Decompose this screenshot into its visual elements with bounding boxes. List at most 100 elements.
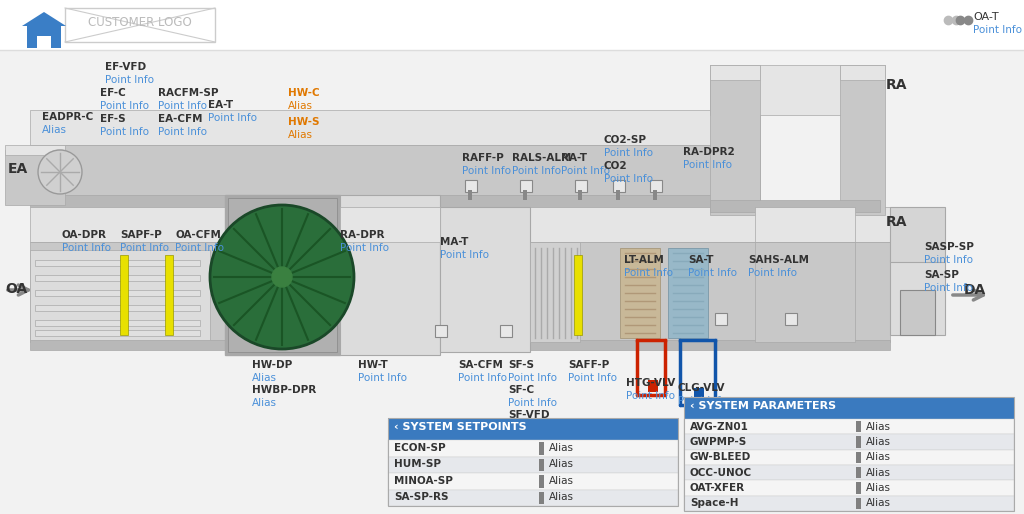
Text: Point Info: Point Info: [512, 166, 561, 176]
Bar: [574, 255, 582, 335]
Circle shape: [38, 150, 82, 194]
Circle shape: [210, 205, 354, 349]
Polygon shape: [22, 12, 66, 26]
Text: Point Info: Point Info: [748, 268, 797, 278]
Text: ECON-SP: ECON-SP: [394, 443, 445, 453]
Text: ‹ SYSTEM SETPOINTS: ‹ SYSTEM SETPOINTS: [394, 422, 526, 432]
Bar: [35, 305, 200, 311]
Bar: [840, 65, 885, 80]
Bar: [684, 495, 1014, 511]
Text: Point Info: Point Info: [924, 255, 973, 265]
Bar: [900, 290, 935, 335]
Bar: [35, 330, 200, 336]
Bar: [710, 65, 760, 80]
Bar: [435, 325, 447, 337]
Text: MA-T: MA-T: [440, 237, 468, 247]
Bar: [388, 418, 678, 440]
Text: Point Info: Point Info: [105, 75, 154, 85]
Text: Point Info: Point Info: [508, 398, 557, 408]
Text: AVG-ZN01: AVG-ZN01: [690, 422, 749, 432]
Text: Point Info: Point Info: [440, 250, 489, 260]
Text: Point Info: Point Info: [458, 373, 507, 383]
Bar: [650, 180, 662, 192]
Text: Alias: Alias: [865, 422, 891, 432]
Bar: [30, 110, 760, 145]
Text: RA: RA: [886, 215, 907, 229]
Text: EF-VFD: EF-VFD: [105, 62, 146, 72]
Bar: [653, 190, 657, 200]
Bar: [35, 260, 200, 266]
Text: DA: DA: [964, 283, 986, 297]
Text: SA-SP: SA-SP: [924, 270, 958, 280]
Bar: [710, 200, 880, 212]
Bar: [620, 248, 660, 338]
Text: Alias: Alias: [549, 492, 573, 503]
Bar: [27, 26, 61, 48]
Bar: [530, 242, 580, 342]
Bar: [165, 255, 173, 335]
Bar: [37, 36, 51, 48]
Text: RAFF-P: RAFF-P: [462, 153, 504, 163]
Bar: [668, 248, 708, 338]
Text: Point Info: Point Info: [683, 160, 732, 170]
Text: LT-ALM: LT-ALM: [624, 255, 664, 265]
Text: SA-SP-RS: SA-SP-RS: [394, 492, 449, 503]
Bar: [388, 456, 678, 473]
Text: Point Info: Point Info: [624, 268, 673, 278]
Text: Alias: Alias: [549, 460, 573, 469]
Text: Alias: Alias: [549, 443, 573, 453]
Bar: [539, 475, 544, 487]
Circle shape: [272, 267, 292, 287]
Text: Point Info: Point Info: [604, 174, 653, 184]
Bar: [575, 180, 587, 192]
Text: OCC-UNOC: OCC-UNOC: [690, 468, 752, 478]
Bar: [856, 421, 860, 432]
Bar: [684, 397, 1014, 511]
Bar: [0, 0, 1024, 50]
Bar: [684, 397, 1014, 419]
Text: RA: RA: [886, 78, 907, 92]
Text: Point Info: Point Info: [508, 423, 557, 433]
Bar: [616, 190, 620, 200]
Bar: [228, 198, 337, 352]
Text: Point Info: Point Info: [508, 373, 557, 383]
Text: OAT-XFER: OAT-XFER: [690, 483, 745, 493]
Bar: [340, 207, 440, 242]
Text: Point Info: Point Info: [604, 148, 653, 158]
Bar: [35, 290, 200, 296]
Text: Alias: Alias: [252, 398, 278, 408]
Text: CO2: CO2: [604, 161, 628, 171]
Text: Space-H: Space-H: [690, 499, 738, 508]
Text: Alias: Alias: [865, 437, 891, 447]
Bar: [710, 65, 760, 215]
Bar: [890, 260, 945, 335]
Text: RACFM-SP: RACFM-SP: [158, 88, 218, 98]
Text: Point Info: Point Info: [561, 166, 610, 176]
Text: Point Info: Point Info: [158, 101, 207, 111]
Bar: [856, 452, 860, 463]
Text: Alias: Alias: [865, 483, 891, 493]
Text: OA: OA: [5, 282, 28, 296]
Text: Point Info: Point Info: [688, 268, 737, 278]
Bar: [539, 491, 544, 504]
Text: SF-S: SF-S: [508, 360, 534, 370]
Text: OA-DPR: OA-DPR: [62, 230, 106, 240]
Text: EA-CFM: EA-CFM: [158, 114, 203, 124]
Text: Alias: Alias: [865, 468, 891, 478]
Text: Alias: Alias: [865, 452, 891, 463]
Text: Alias: Alias: [549, 476, 573, 486]
Bar: [388, 473, 678, 489]
Bar: [684, 419, 1014, 434]
Text: Alias: Alias: [42, 125, 67, 135]
Bar: [785, 313, 797, 325]
Bar: [30, 340, 890, 350]
Bar: [684, 434, 1014, 450]
Bar: [468, 190, 472, 200]
Text: Point Info: Point Info: [100, 127, 150, 137]
Bar: [440, 207, 530, 352]
Bar: [30, 250, 210, 340]
Text: Alias: Alias: [288, 130, 313, 140]
Text: RA-T: RA-T: [561, 153, 587, 163]
Text: Point Info: Point Info: [973, 25, 1022, 35]
Text: Point Info: Point Info: [208, 113, 257, 123]
